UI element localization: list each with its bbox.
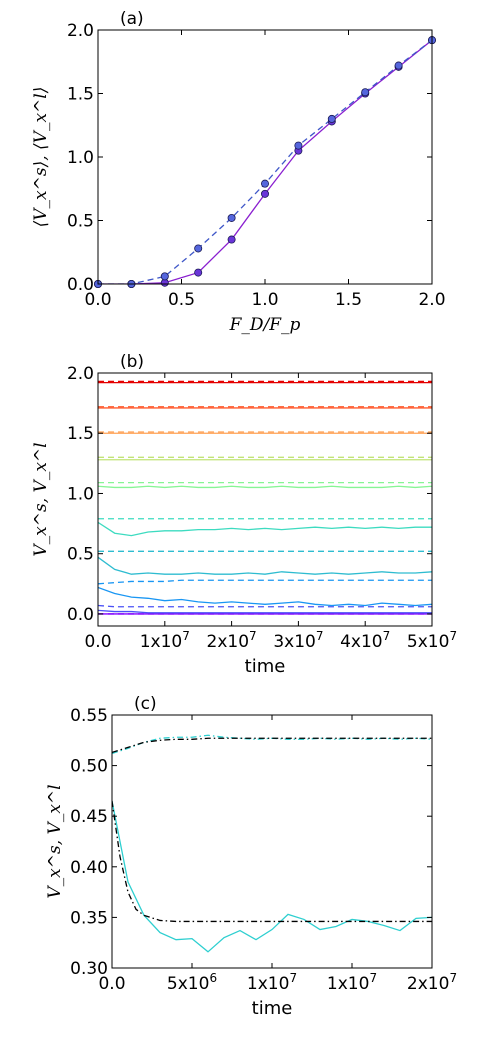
y-tick-label: 0.35 — [70, 908, 108, 928]
series-line-4 — [98, 579, 432, 585]
y-tick-label: 2.0 — [67, 364, 94, 384]
series-line-9 — [98, 521, 432, 537]
data-point — [361, 88, 370, 97]
data-point — [260, 179, 269, 188]
data-point — [327, 114, 336, 123]
x-tick-label: 1.5 — [335, 290, 362, 310]
data-point — [227, 213, 236, 222]
series-line-11 — [98, 485, 432, 489]
series-line-3 — [98, 609, 432, 614]
y-tick-label: 0.55 — [70, 706, 108, 726]
x-axis-label: time — [252, 998, 293, 1019]
x-tick-label: 0.0 — [84, 632, 111, 652]
data-point — [194, 268, 203, 277]
plot-area — [112, 734, 432, 953]
panel-c-chart: 0.0 5x106 1x107 1x107 2x107 0.30 0.35 0.40 0.45 0… — [45, 694, 457, 1019]
data-point — [160, 272, 169, 281]
y-tick-label: 1.0 — [67, 148, 94, 168]
series-line-3 — [112, 737, 432, 754]
x-tick-label: 1.0 — [251, 290, 278, 310]
y-tick-label: 0.5 — [67, 545, 94, 565]
x-tick-label: 4x107 — [340, 629, 390, 652]
x-tick-label: 1x107 — [327, 971, 377, 994]
data-point — [394, 61, 403, 70]
x-tick-label: 0.0 — [98, 974, 125, 994]
series-line-0 — [98, 39, 432, 284]
data-point — [227, 235, 236, 244]
series-line-5 — [98, 586, 432, 607]
series-line-1 — [98, 39, 432, 284]
x-tick-label: 5x106 — [167, 971, 217, 994]
x-tick-label: 1x107 — [140, 629, 190, 652]
x-tick-label: 0.5 — [168, 290, 195, 310]
panel-label: (b) — [120, 352, 144, 372]
x-axis-label: time — [245, 656, 286, 677]
panel-a-chart: 0.0 0.5 1.0 1.5 2.0 0.0 0.5 1.0 1.5 2.0 (a) F_D/F_p… — [31, 9, 446, 335]
axes-frame — [97, 29, 433, 285]
y-tick-label: 2.0 — [67, 21, 94, 41]
x-tick-label: 3x107 — [273, 629, 323, 652]
y-tick-label: 1.5 — [67, 85, 94, 105]
series-line-7 — [98, 556, 432, 575]
series-line-2 — [112, 800, 432, 923]
data-point — [294, 141, 303, 150]
plot-area — [98, 39, 432, 284]
axes-frame — [97, 372, 433, 627]
y-tick-label: 1.5 — [67, 424, 94, 444]
y-tick-label: 0.40 — [70, 858, 108, 878]
plot-area — [98, 380, 432, 615]
x-tick-label: 2x107 — [207, 629, 257, 652]
series-line-1 — [112, 734, 432, 755]
y-tick-label: 0.50 — [70, 757, 108, 777]
y-tick-label: 1.0 — [67, 484, 94, 504]
y-tick-label: 0.45 — [70, 807, 108, 827]
x-tick-label: 2x107 — [407, 971, 457, 994]
panel-label: (c) — [134, 694, 157, 714]
series-line-0 — [112, 800, 432, 953]
y-tick-label: 0.30 — [70, 959, 108, 979]
x-tick-label: 2.0 — [418, 290, 445, 310]
x-tick-label: 1x107 — [247, 971, 297, 994]
y-axis-label: ⟨V_x^s⟩, ⟨V_x^l⟩ — [31, 87, 51, 228]
data-point — [260, 189, 269, 198]
y-tick-label: 0.0 — [67, 275, 94, 295]
y-tick-label: 0.0 — [67, 605, 94, 625]
x-tick-label: 0.0 — [84, 290, 111, 310]
y-tick-label: 0.5 — [67, 212, 94, 232]
x-axis-label: F_D/F_p — [229, 315, 301, 335]
panel-b-chart: 0.0 1x107 2x107 3x107 4x107 5x107 0.0 0.5 1.0 1.5… — [31, 352, 457, 677]
data-point — [194, 244, 203, 253]
y-axis-label: V_x^s, V_x^l — [31, 442, 51, 556]
series-line-2 — [98, 604, 432, 608]
panel-label: (a) — [120, 9, 144, 29]
y-axis-label: V_x^s, V_x^l — [45, 784, 65, 898]
x-tick-label: 5x107 — [407, 629, 457, 652]
